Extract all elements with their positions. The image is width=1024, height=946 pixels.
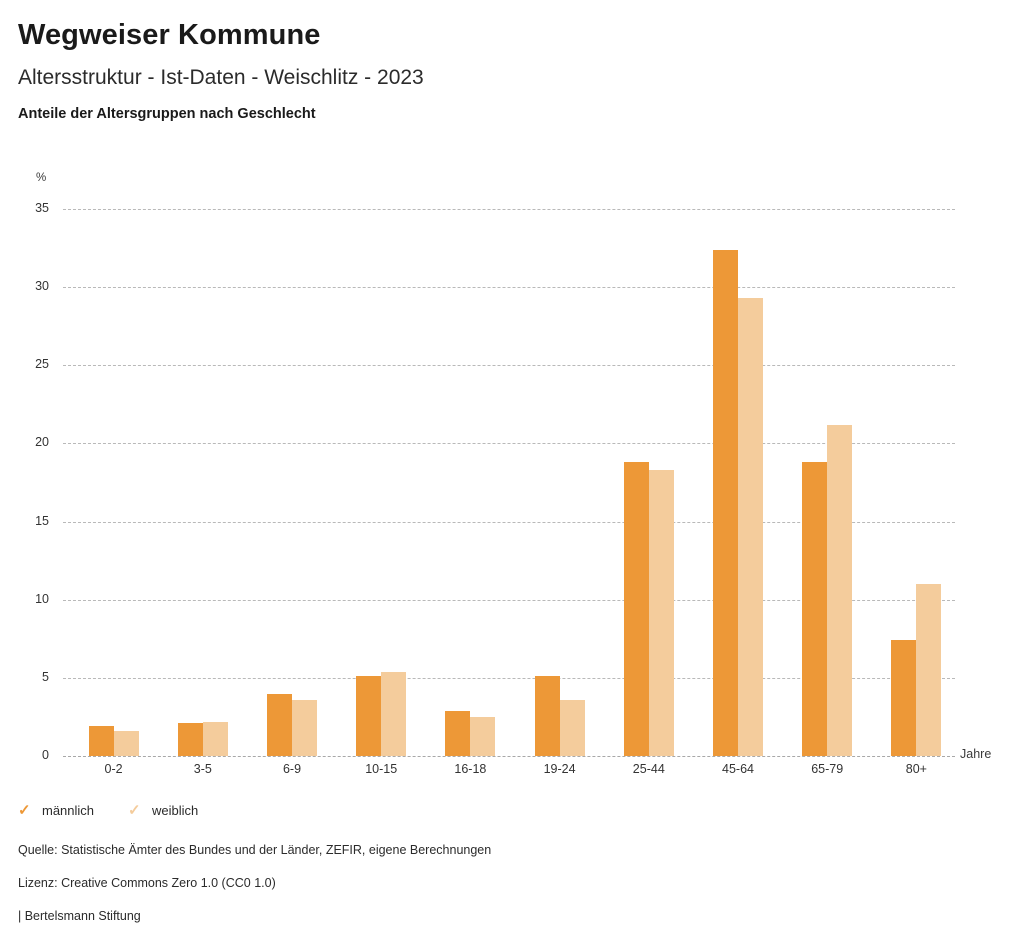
bar-männlich-6-9[interactable] xyxy=(267,693,292,756)
bar-männlich-45-64[interactable] xyxy=(713,249,738,756)
y-axis-tick-label: 10 xyxy=(35,591,49,606)
bar-weiblich-6-9[interactable] xyxy=(292,699,317,756)
bar-groups xyxy=(63,209,955,756)
x-axis-tick-label: 10-15 xyxy=(365,762,398,776)
y-axis-tick-label: 25 xyxy=(35,357,49,372)
bar-weiblich-0-2[interactable] xyxy=(113,731,139,756)
y-axis-unit-label: % xyxy=(36,172,47,184)
y-axis-tick-label: 35 xyxy=(35,201,49,215)
legend-item-label: weiblich xyxy=(152,803,199,818)
gridline xyxy=(63,443,955,445)
y-axis-tick-label: 20 xyxy=(35,435,49,450)
bar-group[interactable] xyxy=(621,209,677,756)
y-axis-tick-label: 0 xyxy=(42,748,49,762)
gridline xyxy=(63,756,955,757)
footer-license: Lizenz: Creative Commons Zero 1.0 (CC0 1… xyxy=(18,876,276,890)
chart-subtitle: Altersstruktur - Ist-Daten - Weischlitz … xyxy=(18,66,424,89)
x-axis-tick-label: 25-44 xyxy=(632,762,665,776)
bar-männlich-80+[interactable] xyxy=(891,640,917,756)
chart-legend: ✓ männlich ✓ weiblich xyxy=(18,801,199,819)
bar-weiblich-80+[interactable] xyxy=(916,584,942,756)
bar-männlich-25-44[interactable] xyxy=(623,462,649,756)
check-icon: ✓ xyxy=(18,801,31,819)
bar-männlich-10-15[interactable] xyxy=(356,676,382,756)
bar-group[interactable] xyxy=(442,209,498,756)
bar-männlich-0-2[interactable] xyxy=(88,726,114,756)
x-axis-tick-label: 19-24 xyxy=(543,762,576,776)
footer-publisher: | Bertelsmann Stiftung xyxy=(18,909,141,923)
bar-group[interactable] xyxy=(888,209,944,756)
x-axis-tick-label: 0-2 xyxy=(104,762,123,776)
x-axis-tick-label: 3-5 xyxy=(193,762,212,776)
bar-männlich-19-24[interactable] xyxy=(534,676,560,756)
bar-group[interactable] xyxy=(175,209,231,756)
bar-weiblich-19-24[interactable] xyxy=(559,699,585,756)
bar-group[interactable] xyxy=(710,209,766,756)
gridline xyxy=(63,365,955,367)
bar-männlich-16-18[interactable] xyxy=(445,710,471,756)
legend-item-männlich[interactable]: ✓ männlich xyxy=(18,801,95,819)
y-axis-tick-label: 15 xyxy=(35,513,49,528)
y-axis-tick-label: 5 xyxy=(42,669,49,684)
bar-group[interactable] xyxy=(353,209,409,756)
bar-weiblich-3-5[interactable] xyxy=(202,721,228,756)
x-axis-tick-label: 80+ xyxy=(905,762,927,776)
y-axis-tick-label: 30 xyxy=(35,279,49,294)
bar-männlich-3-5[interactable] xyxy=(177,723,203,756)
bar-männlich-65-79[interactable] xyxy=(802,462,828,756)
x-axis-tick-label: 65-79 xyxy=(811,762,844,776)
bar-chart-plot-area: 0 5 10 15 20 25 30 35 0-2 3-5 6-9 10-15 16-18 19-24 2… xyxy=(35,201,955,776)
legend-item-weiblich[interactable]: ✓ weiblich xyxy=(128,801,199,819)
bar-group[interactable] xyxy=(532,209,588,756)
chart-description: Anteile der Altersgruppen nach Geschlech… xyxy=(18,106,316,122)
x-axis-tick-label: 16-18 xyxy=(454,762,487,776)
bar-weiblich-65-79[interactable] xyxy=(827,424,853,756)
x-axis-tick-label: 6-9 xyxy=(282,762,302,776)
x-axis-unit-label: Jahre xyxy=(960,747,992,761)
gridline xyxy=(63,599,955,601)
bar-group[interactable] xyxy=(86,209,142,756)
bar-group[interactable] xyxy=(264,209,320,756)
gridline xyxy=(63,287,955,289)
bar-weiblich-25-44[interactable] xyxy=(648,470,674,756)
page-title: Wegweiser Kommune xyxy=(18,19,321,51)
chart-footer: Quelle: Statistische Ämter des Bundes un… xyxy=(18,843,491,942)
x-axis-tick-label: 45-64 xyxy=(722,762,754,776)
bar-weiblich-45-64[interactable] xyxy=(738,298,763,756)
bar-weiblich-16-18[interactable] xyxy=(470,716,496,756)
gridline xyxy=(63,677,955,679)
bar-group[interactable] xyxy=(799,209,855,756)
gridline xyxy=(63,521,955,523)
bar-weiblich-10-15[interactable] xyxy=(381,671,407,756)
legend-item-label: männlich xyxy=(42,803,95,818)
footer-source: Quelle: Statistische Ämter des Bundes un… xyxy=(18,843,492,857)
check-icon: ✓ xyxy=(128,801,141,819)
gridline xyxy=(63,209,955,210)
